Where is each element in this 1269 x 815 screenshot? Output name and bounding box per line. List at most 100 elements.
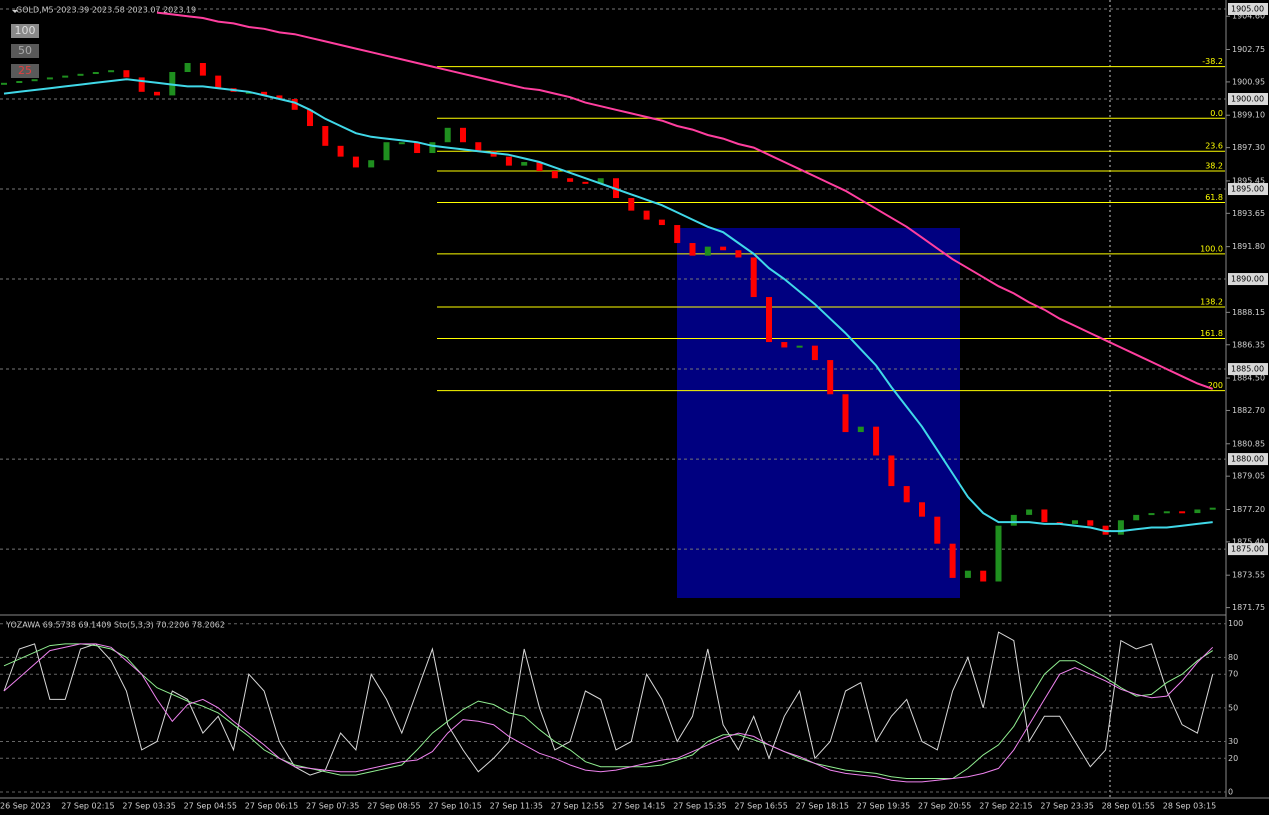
price-bar	[980, 570, 987, 582]
button[interactable]	[11, 24, 39, 38]
level-label: 1885.00	[1231, 365, 1264, 374]
x-tick-label: 27 Sep 10:15	[428, 802, 481, 811]
x-tick-label: 27 Sep 03:35	[122, 802, 175, 811]
level-label: 1890.00	[1231, 275, 1264, 284]
level-box	[1228, 93, 1268, 106]
x-tick-label: 27 Sep 22:15	[979, 802, 1032, 811]
y-tick-label: 1895.45	[1232, 176, 1265, 185]
price-bar	[857, 426, 864, 433]
y-tick-label: 100	[1228, 619, 1243, 628]
chart-title: GOLD,M5 2023.39 2023.58 2023.07 2023.19	[16, 6, 196, 15]
button-label[interactable]: 50	[18, 44, 32, 57]
y-tick-label: 1897.30	[1232, 143, 1265, 152]
y-tick-label: 1877.20	[1232, 505, 1265, 514]
level-label: 1905.00	[1231, 5, 1264, 14]
y-tick-label: 70	[1228, 670, 1238, 679]
price-bar	[735, 250, 742, 258]
price-bar	[720, 246, 727, 251]
price-bar	[995, 525, 1002, 582]
price-bar	[444, 127, 451, 143]
price-bar	[123, 70, 130, 78]
y-tick-label: 1893.65	[1232, 209, 1265, 218]
price-bar	[674, 225, 681, 244]
x-tick-label: 27 Sep 20:55	[918, 802, 971, 811]
price-bar	[628, 198, 635, 211]
fib-label: 200	[1208, 381, 1223, 390]
level-label: 1880.00	[1231, 455, 1264, 464]
fib-label: 161.8	[1200, 329, 1223, 338]
y-tick-label: 1899.10	[1232, 111, 1265, 120]
price-bar	[1117, 520, 1124, 535]
button[interactable]	[11, 64, 39, 78]
price-bar	[766, 297, 772, 343]
moving-average	[3, 78, 1213, 533]
scale-buttons: 100 50 25	[11, 24, 39, 78]
y-tick-label: 1873.55	[1232, 571, 1265, 580]
price-bar	[964, 570, 971, 578]
x-tick-label: 28 Sep 03:15	[1163, 802, 1216, 811]
x-tick-label: 27 Sep 02:15	[61, 802, 114, 811]
price-bar	[398, 142, 405, 145]
price-bar	[215, 75, 222, 89]
y-tick-label: 1904.60	[1232, 12, 1265, 21]
y-tick-label: 1880.85	[1232, 439, 1265, 448]
oscillator-title: YOZAWA 69.5738 69.1409 Sto(5,3,3) 70.220…	[5, 621, 225, 630]
oscillator-line	[3, 643, 1213, 779]
price-bar	[1041, 509, 1048, 523]
y-tick-label: 1879.05	[1232, 472, 1265, 481]
price-bar	[505, 156, 512, 166]
y-tick-label: 1891.80	[1232, 242, 1265, 251]
y-tick-label: 0	[1228, 787, 1233, 796]
price-bar	[77, 73, 84, 76]
fib-label: 38.2	[1205, 162, 1223, 171]
price-bar	[1133, 514, 1140, 521]
price-bar	[16, 81, 23, 84]
y-tick-label: 1875.40	[1232, 537, 1265, 546]
price-bar	[1087, 520, 1094, 526]
button[interactable]	[11, 44, 39, 58]
price-bar	[31, 79, 38, 82]
price-bar	[781, 342, 788, 348]
price-bar	[934, 516, 941, 544]
price-bar	[429, 142, 436, 154]
y-tick-label: 1900.95	[1232, 77, 1265, 86]
y-tick-label: 1882.70	[1232, 406, 1265, 415]
price-bar	[750, 257, 757, 298]
y-tick-label: 1902.75	[1232, 45, 1265, 54]
price-bar	[62, 75, 69, 78]
price-bar	[1179, 511, 1186, 514]
level-box	[1228, 3, 1268, 16]
x-tick-label: 26 Sep 2023	[0, 802, 51, 811]
highlight-box	[677, 228, 960, 598]
price-bar	[276, 95, 283, 100]
price-bar	[597, 178, 604, 184]
level-box	[1228, 363, 1268, 376]
price-bar	[46, 77, 53, 80]
level-box	[1228, 273, 1268, 286]
x-tick-label: 27 Sep 23:35	[1040, 802, 1093, 811]
price-bar	[475, 142, 482, 152]
price-bar	[1, 82, 7, 85]
fib-label: 138.2	[1200, 297, 1223, 306]
price-bar	[154, 91, 160, 96]
moving-average	[156, 11, 1214, 390]
button-label[interactable]: 100	[15, 24, 36, 37]
y-tick-label: 1871.75	[1232, 603, 1265, 612]
x-tick-label: 27 Sep 07:35	[306, 802, 359, 811]
price-bar	[352, 156, 359, 168]
menu-triangle	[12, 10, 18, 13]
x-tick-label: 27 Sep 14:15	[612, 802, 665, 811]
price-bar	[643, 210, 650, 220]
x-tick-label: 27 Sep 06:15	[245, 802, 298, 811]
price-bar	[1072, 520, 1078, 524]
price-bar	[1194, 509, 1201, 514]
x-tick-label: 27 Sep 15:35	[673, 802, 726, 811]
price-bar	[1026, 509, 1033, 515]
price-bar	[92, 72, 99, 75]
button-label[interactable]: 25	[18, 64, 32, 77]
x-tick-label: 27 Sep 11:35	[490, 802, 543, 811]
x-tick-label: 27 Sep 12:55	[551, 802, 604, 811]
price-bar	[811, 345, 818, 361]
price-bar	[383, 142, 390, 161]
